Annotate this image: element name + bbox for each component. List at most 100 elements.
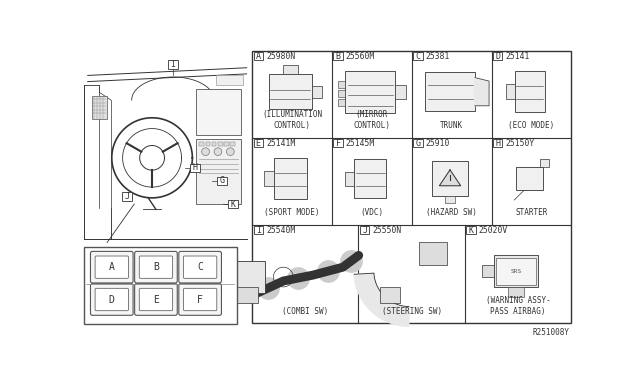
FancyBboxPatch shape (184, 288, 217, 311)
Bar (467, 226, 476, 234)
Text: (WARNING ASSY-
PASS AIRBAG): (WARNING ASSY- PASS AIRBAG) (486, 296, 550, 316)
Text: (ECO MODE): (ECO MODE) (508, 121, 555, 130)
Text: R251008Y: R251008Y (532, 328, 570, 337)
Bar (234, 261, 266, 293)
Text: B: B (153, 262, 159, 272)
Bar (515, 71, 545, 112)
Bar (252, 51, 572, 323)
Text: E: E (256, 139, 260, 148)
Text: (MIRROR
CONTROL): (MIRROR CONTROL) (353, 110, 390, 130)
Text: 25540M: 25540M (266, 226, 295, 235)
Bar (122, 192, 132, 201)
Bar (168, 60, 178, 69)
FancyBboxPatch shape (140, 256, 173, 278)
Bar (196, 89, 241, 135)
Bar (419, 241, 447, 265)
Bar (216, 76, 243, 85)
Text: 25980N: 25980N (266, 52, 295, 61)
Bar (339, 99, 346, 106)
Text: H: H (495, 139, 500, 148)
Text: 25145M: 25145M (346, 139, 375, 148)
Bar (445, 196, 455, 203)
Text: STARTER: STARTER (515, 208, 548, 217)
Bar (253, 52, 263, 60)
Text: (SPORT MODE): (SPORT MODE) (264, 208, 320, 217)
Bar (493, 52, 502, 60)
Bar (395, 85, 406, 99)
Bar (483, 265, 494, 277)
Bar (264, 171, 274, 186)
Bar (189, 164, 200, 172)
Polygon shape (475, 78, 489, 106)
Text: 25381: 25381 (426, 52, 450, 61)
Bar (212, 142, 216, 145)
Bar (253, 226, 263, 234)
Bar (92, 96, 107, 119)
Bar (196, 139, 241, 204)
Bar (540, 159, 549, 167)
FancyBboxPatch shape (140, 288, 173, 311)
Bar (205, 142, 210, 145)
Bar (224, 142, 229, 145)
FancyBboxPatch shape (179, 284, 221, 315)
Text: J: J (125, 192, 130, 201)
Text: TRUNK: TRUNK (440, 121, 463, 130)
Bar (312, 86, 321, 97)
Text: I: I (256, 226, 260, 235)
Text: C: C (415, 52, 420, 61)
Text: 25141: 25141 (506, 52, 530, 61)
Polygon shape (354, 273, 409, 326)
Text: 25150Y: 25150Y (506, 139, 535, 148)
Text: 25560M: 25560M (346, 52, 375, 61)
Text: F: F (197, 295, 203, 305)
Text: (ILLUMINATION
CONTROL): (ILLUMINATION CONTROL) (262, 110, 322, 130)
Bar (346, 71, 395, 113)
Text: K: K (468, 226, 474, 235)
Bar (413, 140, 422, 147)
Text: G: G (415, 139, 420, 148)
FancyBboxPatch shape (95, 256, 129, 278)
Text: A: A (256, 52, 260, 61)
Bar (380, 287, 399, 303)
Bar (506, 84, 515, 99)
Text: 25910: 25910 (426, 139, 450, 148)
Text: B: B (335, 52, 340, 61)
FancyBboxPatch shape (184, 256, 217, 278)
Bar (218, 142, 223, 145)
Text: J: J (362, 226, 367, 235)
Bar (274, 158, 307, 199)
Bar (84, 247, 237, 324)
Text: F: F (335, 139, 340, 148)
FancyBboxPatch shape (95, 288, 129, 311)
Text: (VDC): (VDC) (360, 208, 383, 217)
Bar (199, 142, 204, 145)
Bar (493, 140, 502, 147)
Text: A: A (109, 262, 115, 272)
Bar (339, 81, 346, 88)
Text: 25141M: 25141M (266, 139, 295, 148)
Circle shape (214, 148, 222, 155)
Bar (228, 200, 237, 208)
Bar (346, 171, 354, 186)
Bar (432, 161, 468, 196)
Text: C: C (197, 262, 203, 272)
Text: I: I (170, 60, 175, 69)
Bar (508, 287, 524, 297)
Bar (425, 72, 475, 111)
Bar (333, 52, 343, 60)
Bar (339, 90, 346, 97)
Bar (333, 140, 343, 147)
FancyBboxPatch shape (134, 251, 177, 283)
Text: D: D (495, 52, 500, 61)
Text: G: G (220, 176, 225, 185)
Text: K: K (230, 199, 235, 209)
Bar (354, 159, 386, 198)
Text: (STEERING SW): (STEERING SW) (381, 307, 442, 316)
Bar (516, 167, 543, 190)
Text: (HAZARD SW): (HAZARD SW) (426, 208, 477, 217)
FancyBboxPatch shape (179, 251, 221, 283)
Text: D: D (109, 295, 115, 305)
Circle shape (202, 148, 209, 155)
Circle shape (227, 148, 234, 155)
Text: 25020V: 25020V (479, 226, 508, 235)
